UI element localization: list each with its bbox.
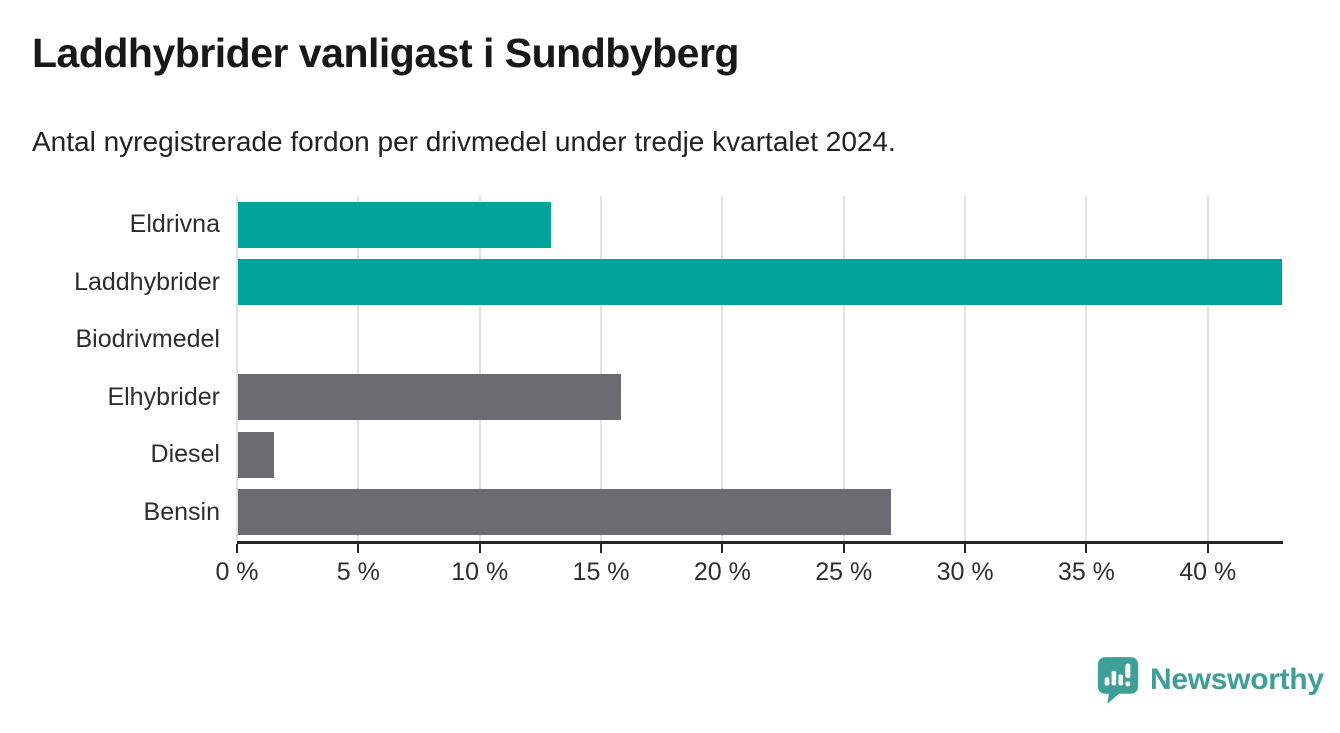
gridline	[964, 196, 967, 541]
x-tick-label: 10 %	[451, 558, 509, 586]
category-label: Laddhybrider	[74, 267, 220, 296]
x-axis-tick	[721, 544, 724, 553]
category-label: Biodrivmedel	[75, 325, 220, 354]
bar	[238, 489, 891, 536]
x-tick-label: 30 %	[936, 558, 994, 586]
category-label: Bensin	[143, 497, 220, 526]
x-axis-tick	[357, 544, 360, 553]
x-axis-tick	[964, 544, 967, 553]
x-tick-label: 25 %	[815, 558, 873, 586]
category-label: Eldrivna	[129, 210, 220, 239]
x-tick-label: 0 %	[215, 558, 259, 586]
x-tick-label: 15 %	[572, 558, 630, 586]
gridline	[600, 196, 603, 541]
gridline	[842, 196, 845, 541]
gridline	[721, 196, 724, 541]
newsworthy-wordmark: Newsworthy	[1150, 663, 1324, 696]
x-axis-tick	[842, 544, 845, 553]
page-subtitle: Antal nyregistrerade fordon per drivmede…	[32, 126, 896, 157]
gridline	[478, 196, 481, 541]
gridline	[1206, 196, 1209, 541]
x-tick-label: 20 %	[693, 558, 751, 586]
x-tick-label: 40 %	[1179, 558, 1237, 586]
x-axis-tick	[600, 544, 603, 553]
x-axis-tick	[1206, 544, 1209, 553]
gridline	[1085, 196, 1088, 541]
bar	[238, 201, 552, 248]
bar	[238, 374, 622, 421]
gridline	[236, 196, 238, 541]
category-labels: Eldrivna Laddhybrider Biodrivmedel Elhybrid…	[0, 196, 222, 541]
x-tick-label: 35 %	[1057, 558, 1115, 586]
x-tick-label: 5 %	[336, 558, 380, 586]
bar	[238, 431, 275, 478]
gridline	[357, 196, 360, 541]
bar	[238, 259, 1282, 306]
bar-chart: Eldrivna Laddhybrider Biodrivmedel Elhybrid…	[0, 196, 1340, 596]
x-axis-tick	[236, 544, 238, 553]
newsworthy-icon	[1097, 657, 1139, 704]
x-axis-tick	[1085, 544, 1088, 553]
category-label: Elhybrider	[107, 382, 220, 411]
page-title: Laddhybrider vanligast i Sundbyberg	[32, 30, 739, 76]
category-label: Diesel	[150, 440, 220, 469]
plot-area: 0 % 5 % 10 % 15 % 20 % 25 % 30 % 35 % 40 %	[215, 196, 1283, 586]
newsworthy-logo: Newsworthy	[1096, 655, 1324, 705]
x-axis-tick	[478, 544, 481, 553]
x-axis-line	[237, 541, 1283, 544]
